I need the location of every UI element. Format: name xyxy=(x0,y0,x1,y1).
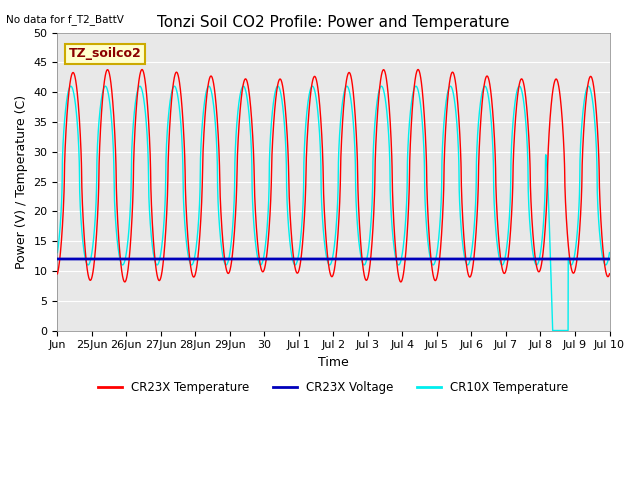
Y-axis label: Power (V) / Temperature (C): Power (V) / Temperature (C) xyxy=(15,95,28,269)
Text: No data for f_T2_BattV: No data for f_T2_BattV xyxy=(6,14,124,25)
Title: Tonzi Soil CO2 Profile: Power and Temperature: Tonzi Soil CO2 Profile: Power and Temper… xyxy=(157,15,509,30)
Legend: CR23X Temperature, CR23X Voltage, CR10X Temperature: CR23X Temperature, CR23X Voltage, CR10X … xyxy=(93,377,573,399)
Text: TZ_soilco2: TZ_soilco2 xyxy=(68,48,141,60)
X-axis label: Time: Time xyxy=(318,356,349,369)
